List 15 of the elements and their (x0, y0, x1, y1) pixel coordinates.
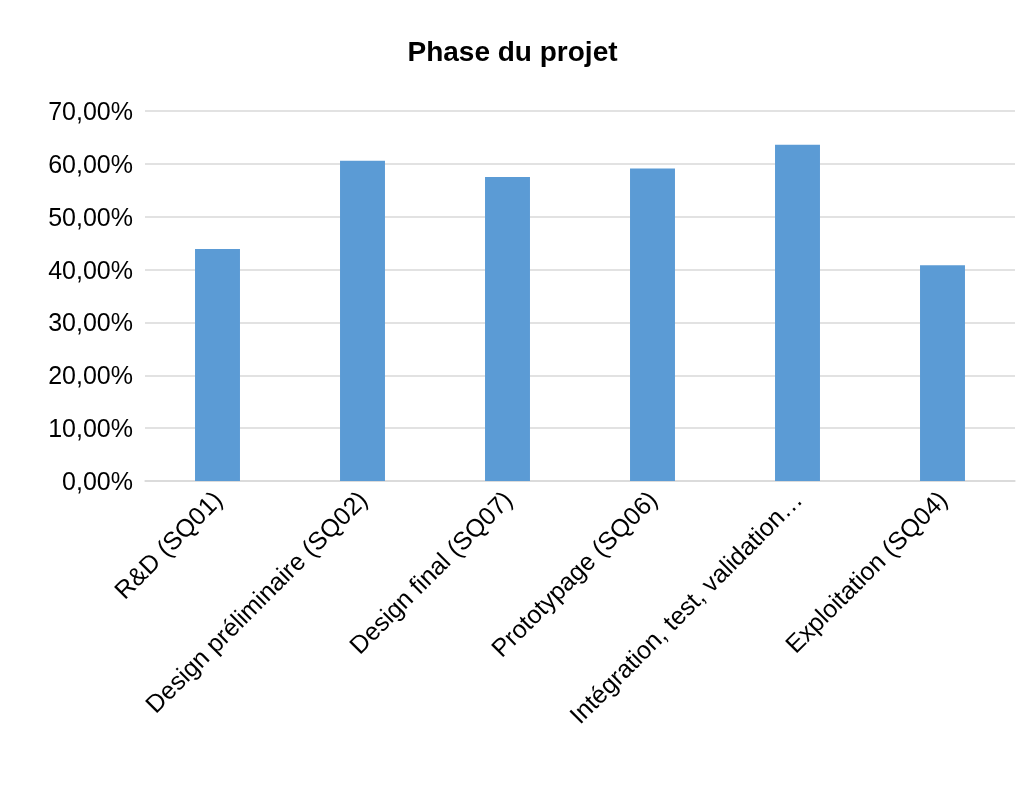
bar (485, 177, 530, 481)
y-tick-label: 0,00% (62, 467, 133, 495)
y-tick-label: 70,00% (48, 97, 133, 125)
bar (340, 160, 385, 481)
y-tick-label: 10,00% (48, 414, 133, 443)
y-tick-label: 20,00% (48, 361, 133, 390)
bar (630, 168, 675, 481)
y-tick-label: 50,00% (48, 202, 133, 231)
bar (775, 144, 820, 481)
chart-title: Phase du projet (407, 35, 618, 67)
y-tick-label: 30,00% (48, 308, 133, 337)
bar (195, 248, 240, 481)
y-tick-label: 60,00% (48, 149, 133, 178)
bar (920, 265, 965, 481)
y-tick-label: 40,00% (48, 255, 133, 284)
